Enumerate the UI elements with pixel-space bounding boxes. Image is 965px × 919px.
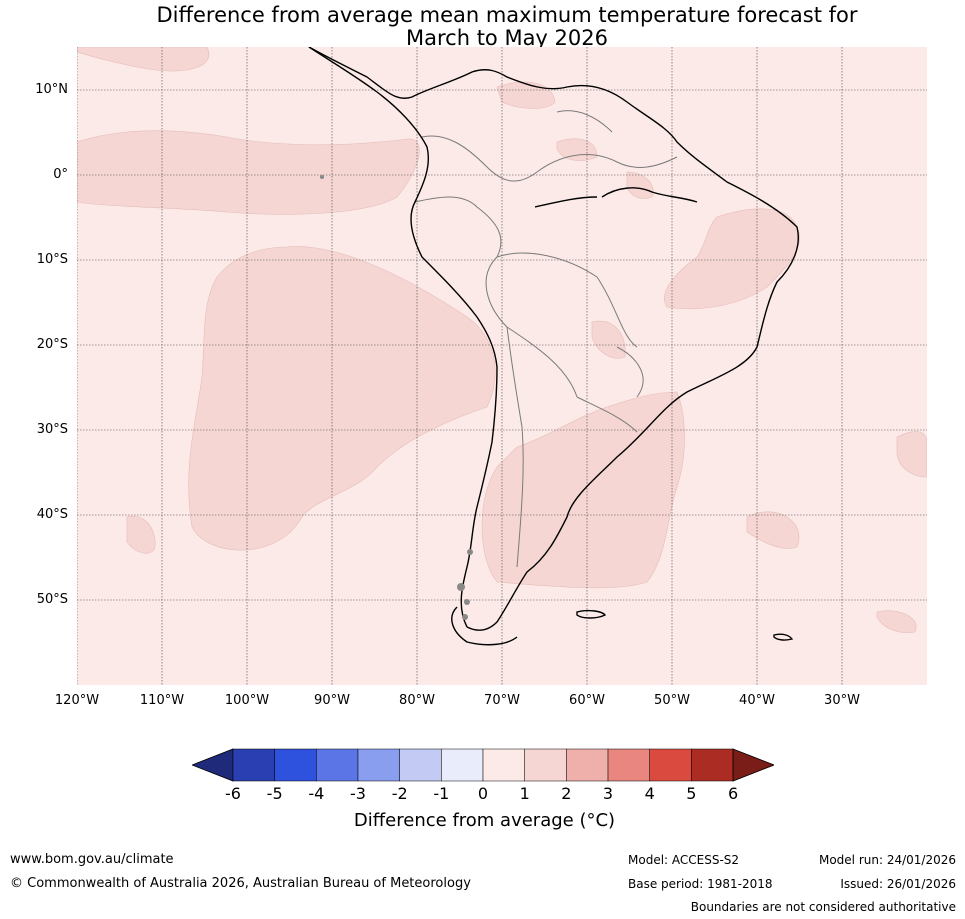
lon-label-70w: 70°W xyxy=(484,693,520,708)
colorbar-segment xyxy=(441,748,484,782)
title-line-2: March to May 2026 xyxy=(406,26,608,50)
footer-model: Model: ACCESS-S2 xyxy=(628,853,740,867)
colorbar-segment xyxy=(316,748,359,782)
colorbar-arrow-low xyxy=(190,748,234,782)
title-line-1: Difference from average mean maximum tem… xyxy=(156,3,858,27)
colorbar xyxy=(190,748,776,786)
coastline xyxy=(308,47,799,646)
map-canvas xyxy=(77,47,927,685)
footer-model-run: Model run: 24/01/2026 xyxy=(818,853,956,867)
footer-website: www.bom.gov.au/climate xyxy=(10,852,174,867)
lat-label-50s: 50°S xyxy=(36,592,68,607)
colorbar-segment xyxy=(357,748,400,782)
colorbar-segment xyxy=(232,748,275,782)
colorbar-tick-label: -3 xyxy=(350,784,366,803)
lon-label-120w: 120°W xyxy=(54,693,100,708)
colorbar-tick-label: 4 xyxy=(644,784,655,803)
colorbar-tick-label: 2 xyxy=(561,784,572,803)
colorbar-segment xyxy=(566,748,609,782)
colorbar-tick-label: 5 xyxy=(686,784,697,803)
lon-label-80w: 80°W xyxy=(399,693,435,708)
colorbar-segment xyxy=(274,748,317,782)
lat-label-20s: 20°S xyxy=(36,337,68,352)
colorbar-segment xyxy=(607,748,650,782)
colorbar-tick-label: -5 xyxy=(266,784,283,803)
map-title: Difference from average mean maximum tem… xyxy=(0,4,965,50)
lat-label-10n: 10°N xyxy=(35,82,68,97)
colorbar-segment xyxy=(524,748,567,782)
colorbar-segment xyxy=(482,748,525,782)
colorbar-tick-label: 3 xyxy=(602,784,614,803)
colorbar-tick-label: -4 xyxy=(308,784,325,803)
lat-label-0: 0° xyxy=(53,167,68,182)
colorbar-svg xyxy=(190,748,776,782)
country-borders xyxy=(414,110,678,568)
footer-issued: Issued: 26/01/2026 xyxy=(840,877,956,891)
footer-base-period: Base period: 1981-2018 xyxy=(628,877,773,891)
footer-disclaimer: Boundaries are not considered authoritat… xyxy=(690,900,956,914)
forecast-map xyxy=(77,47,927,685)
lon-label-50w: 50°W xyxy=(654,693,690,708)
lon-label-60w: 60°W xyxy=(569,693,605,708)
colorbar-label: Difference from average (°C) xyxy=(353,810,616,831)
colorbar-tick-label: 1 xyxy=(519,784,530,803)
colorbar-segment xyxy=(649,748,692,782)
graticule xyxy=(77,47,927,685)
colorbar-arrow-high xyxy=(732,748,776,782)
lat-label-30s: 30°S xyxy=(36,422,68,437)
colorbar-tick-label: 6 xyxy=(727,784,739,803)
colorbar-tick-label: 0 xyxy=(477,784,489,803)
colorbar-tick-label: -6 xyxy=(225,784,241,803)
lat-label-10s: 10°S xyxy=(36,252,68,267)
colorbar-segment xyxy=(399,748,442,782)
lon-label-110w: 110°W xyxy=(139,693,185,708)
colorbar-segment xyxy=(691,748,734,782)
lon-label-30w: 30°W xyxy=(824,693,860,708)
lon-label-100w: 100°W xyxy=(224,693,270,708)
footer-copyright: © Commonwealth of Australia 2026, Austra… xyxy=(10,876,471,891)
lon-label-40w: 40°W xyxy=(739,693,775,708)
lon-label-90w: 90°W xyxy=(314,693,350,708)
colorbar-tick-label: -2 xyxy=(391,784,408,803)
archipelago xyxy=(320,175,473,620)
lat-label-40s: 40°S xyxy=(36,507,68,522)
colorbar-tick-label: -1 xyxy=(433,784,450,803)
